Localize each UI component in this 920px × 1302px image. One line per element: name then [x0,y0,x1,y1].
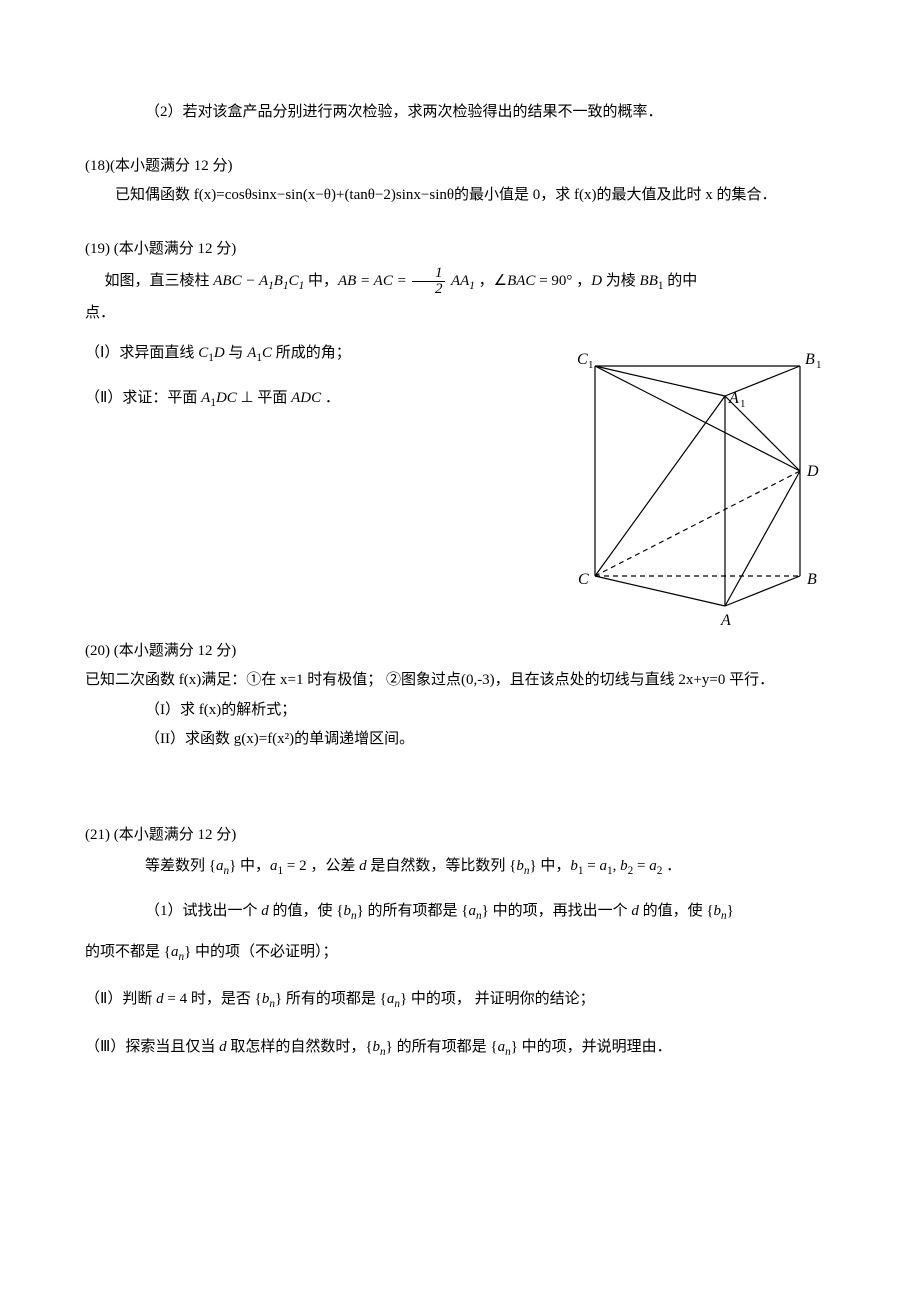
q21-p1-cont: 的项不都是 {an} 中的项（不必证明）； [85,940,835,967]
q19-mid2: ， [475,273,494,289]
q20-p1: （I）求 f(x)的解析式； [85,698,835,724]
frac-den: 2 [412,281,445,297]
q19-post: 为棱 BB1 的中 [602,273,697,289]
q19-prism-math: ABC − A1B1C1 [213,273,304,289]
label-c: C [578,571,589,588]
q19-mid3: ， [572,273,591,289]
svg-text:1: 1 [816,359,822,371]
q19-angle: ∠BAC = 90° [494,273,573,289]
q20-body: 已知二次函数 f(x)满足：①在 x=1 时有极值； ②图象过点(0,-3)，且… [85,668,835,694]
q19-figure: C1 B1 A1 D C B A [555,341,835,631]
q19-figure-row: （Ⅰ）求异面直线 C1D 与 A1C 所成的角； （Ⅱ）求证：平面 A1DC ⊥… [85,341,835,631]
q21-heading: (21) (本小题满分 12 分) [85,823,835,849]
q18-body: 已知偶函数 f(x)=cosθsinx−sin(x−θ)+(tanθ−2)sin… [85,183,835,209]
q19-p2: （Ⅱ）求证：平面 A1DC ⊥ 平面 ADC ． [85,386,535,413]
q19-intro-cont: 点． [85,301,835,327]
q19-aa1: AA1 [447,273,474,289]
q19-p1: （Ⅰ）求异面直线 C1D 与 A1C 所成的角； [85,341,535,368]
svg-text:1: 1 [588,359,594,371]
label-a1: A [728,390,739,407]
label-d: D [806,463,819,480]
q21-p1: （1）试找出一个 d 的值，使 {bn} 的所有项都是 {an} 中的项，再找出… [85,899,835,926]
frac-num: 1 [412,266,445,281]
q20-heading: (20) (本小题满分 12 分) [85,639,835,665]
q19-mid1: 中， [304,273,338,289]
q17-part2: （2）若对该盒产品分别进行两次检验，求两次检验得出的结果不一致的概率． [85,100,835,126]
q18-text: 已知偶函数 f(x)=cosθsinx−sin(x−θ)+(tanθ−2)sin… [115,187,777,203]
q19-intro: 如图，直三棱柱 ABC − A1B1C1 中，AB = AC = 12 AA1 … [85,266,835,297]
svg-text:1: 1 [740,398,746,410]
q19-frac: 12 [412,266,445,297]
q20-p2: （II）求函数 g(x)=f(x²)的单调递增区间。 [85,727,835,753]
label-b: B [807,571,817,588]
q19-heading: (19) (本小题满分 12 分) [85,237,835,263]
label-a: A [720,612,731,629]
q19-pre: 如图，直三棱柱 [105,273,214,289]
q19-d: D [591,273,602,289]
prism-diagram: C1 B1 A1 D C B A [555,341,835,631]
q18-heading: (18)(本小题满分 12 分) [85,154,835,180]
q21-p3: （Ⅲ）探索当且仅当 d 取怎样的自然数时，{bn} 的所有项都是 {an} 中的… [85,1035,835,1062]
q19-subparts: （Ⅰ）求异面直线 C1D 与 A1C 所成的角； （Ⅱ）求证：平面 A1DC ⊥… [85,341,535,417]
q19-eq1: AB = AC = [338,273,410,289]
label-c1: C [577,351,588,368]
label-b1: B [805,351,815,368]
q21-p2: （Ⅱ）判断 d = 4 时，是否 {bn} 所有的项都是 {an} 中的项， 并… [85,987,835,1014]
q21-body: 等差数列 {an} 中，a1 = 2 ，公差 d 是自然数，等比数列 {bn} … [85,854,835,881]
